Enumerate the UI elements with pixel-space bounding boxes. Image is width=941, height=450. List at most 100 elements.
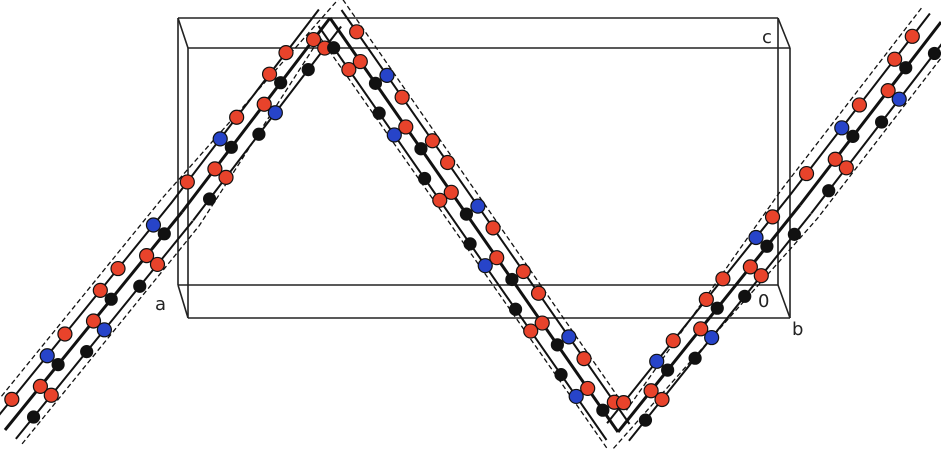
atom	[352, 53, 368, 70]
atom	[638, 413, 653, 427]
atom	[432, 192, 448, 208]
atom	[459, 207, 474, 221]
atom	[764, 209, 781, 225]
atom	[252, 127, 266, 141]
atom	[834, 120, 850, 136]
atom	[26, 410, 41, 424]
atom	[424, 133, 441, 149]
atom	[341, 61, 357, 78]
atom	[372, 106, 386, 120]
atom	[715, 271, 731, 287]
atom	[368, 76, 383, 90]
atom	[649, 353, 665, 369]
atom	[742, 259, 758, 275]
axis-label: b	[792, 319, 803, 340]
cell-edge	[177, 17, 189, 49]
atom	[534, 315, 550, 331]
atom	[157, 227, 171, 241]
atom	[616, 395, 632, 411]
cell-edge	[777, 17, 791, 49]
atom	[32, 378, 49, 394]
atom	[580, 380, 596, 397]
atom	[267, 105, 283, 121]
atom	[305, 31, 322, 48]
atom	[874, 115, 889, 129]
atom	[379, 67, 395, 83]
atom	[505, 272, 519, 287]
bond	[798, 21, 941, 206]
atom	[149, 256, 166, 273]
atom	[414, 142, 428, 156]
atom	[489, 250, 505, 266]
atom	[139, 248, 155, 264]
atom	[261, 66, 278, 82]
atom	[179, 174, 195, 190]
atom	[485, 220, 501, 236]
atom	[704, 329, 720, 346]
atom	[274, 76, 288, 90]
atom	[39, 348, 55, 364]
atom	[96, 322, 112, 338]
atom	[643, 383, 659, 399]
atom	[301, 63, 315, 77]
atom	[207, 161, 223, 177]
atom	[104, 292, 118, 306]
atom	[57, 326, 73, 342]
atom	[470, 198, 486, 214]
atom	[698, 291, 714, 308]
atom	[661, 363, 675, 377]
atom	[212, 131, 228, 147]
atom	[554, 368, 568, 382]
atom	[846, 129, 860, 143]
atom	[576, 351, 592, 367]
atom	[85, 313, 102, 329]
atom	[568, 388, 584, 405]
atom	[218, 169, 234, 185]
bond	[0, 202, 172, 416]
atom	[693, 321, 709, 337]
atom	[463, 237, 477, 251]
atom	[4, 391, 20, 407]
atom	[787, 227, 801, 241]
atom	[515, 263, 531, 280]
bond	[170, 8, 320, 205]
atom	[798, 165, 815, 182]
atom	[822, 184, 836, 198]
atom	[229, 109, 245, 125]
atom	[887, 51, 903, 67]
atom	[278, 45, 294, 61]
atom	[880, 83, 896, 99]
axis-label: a	[155, 294, 166, 315]
bond	[180, 17, 332, 213]
atom	[394, 89, 410, 105]
atom	[349, 24, 365, 40]
atom	[477, 258, 493, 274]
atom	[398, 119, 414, 135]
atom	[654, 391, 670, 408]
atom	[891, 91, 907, 107]
atom	[145, 217, 162, 233]
atom	[748, 229, 764, 246]
atom	[851, 97, 868, 113]
atom	[710, 301, 724, 315]
atom	[43, 387, 59, 403]
atom	[133, 279, 147, 293]
atom	[508, 302, 523, 316]
atom	[202, 192, 217, 206]
atom	[688, 351, 702, 365]
bond	[192, 25, 342, 222]
atom	[418, 171, 432, 186]
atom	[927, 46, 941, 61]
atom	[596, 403, 610, 417]
atom	[838, 160, 854, 176]
atom	[738, 289, 752, 303]
atom	[224, 140, 238, 154]
axis-label: c	[762, 27, 772, 48]
atom	[827, 151, 843, 167]
atom	[665, 333, 681, 349]
atom	[523, 323, 539, 339]
atom	[110, 260, 126, 277]
atom	[899, 61, 913, 75]
